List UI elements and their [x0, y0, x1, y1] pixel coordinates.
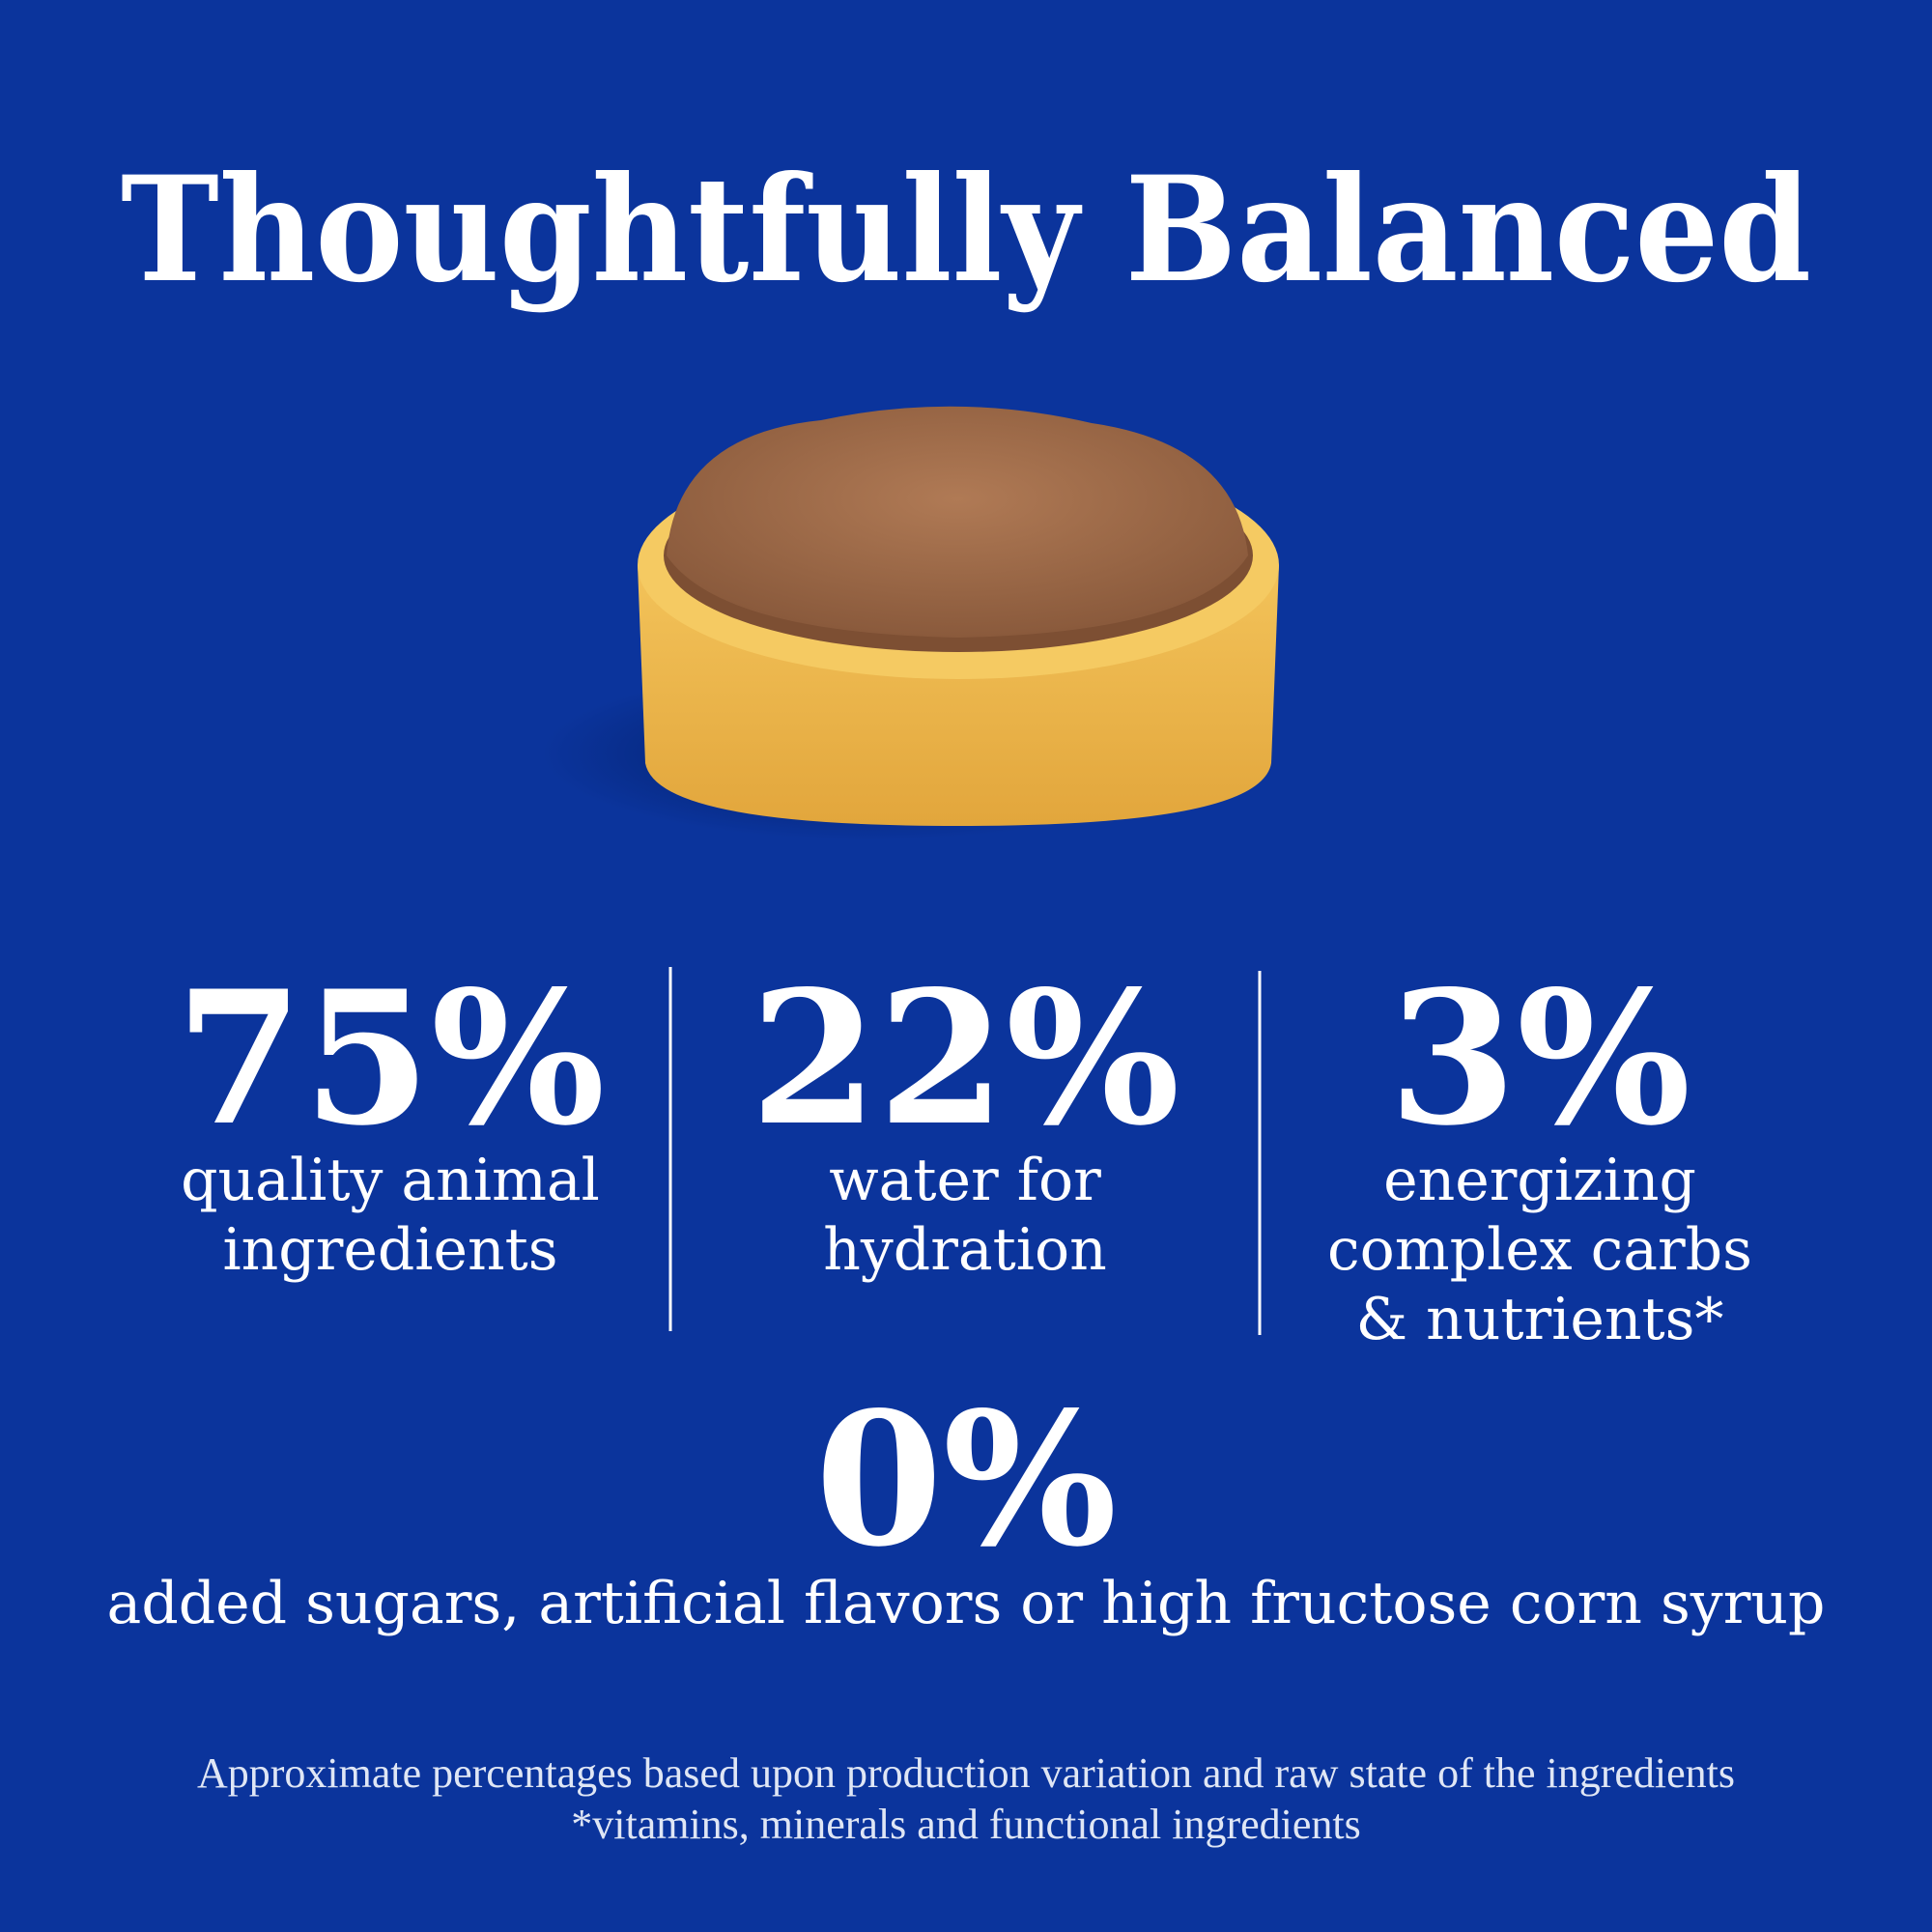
stat-value: 3%	[1389, 951, 1691, 1166]
bowl-illustration	[541, 406, 1279, 840]
stat-label: energizing	[1383, 1147, 1696, 1214]
stat-label: ingredients	[222, 1216, 557, 1284]
stat-value: 22%	[751, 951, 1180, 1166]
stat-label: water for	[829, 1147, 1101, 1214]
highlight-value: 0%	[815, 1372, 1118, 1587]
footnote: *vitamins, minerals and functional ingre…	[571, 1801, 1360, 1848]
stat-label: quality animal	[181, 1147, 600, 1214]
stat-label: hydration	[823, 1216, 1106, 1284]
footnote: Approximate percentages based upon produ…	[197, 1749, 1735, 1797]
stat-label: complex carbs	[1327, 1216, 1752, 1284]
stat-label: & nutrients*	[1356, 1286, 1724, 1353]
title: Thoughtfully Balanced	[121, 145, 1811, 315]
stat-value: 75%	[176, 951, 606, 1166]
highlight-label: added sugars, artificial flavors or high…	[107, 1570, 1826, 1637]
